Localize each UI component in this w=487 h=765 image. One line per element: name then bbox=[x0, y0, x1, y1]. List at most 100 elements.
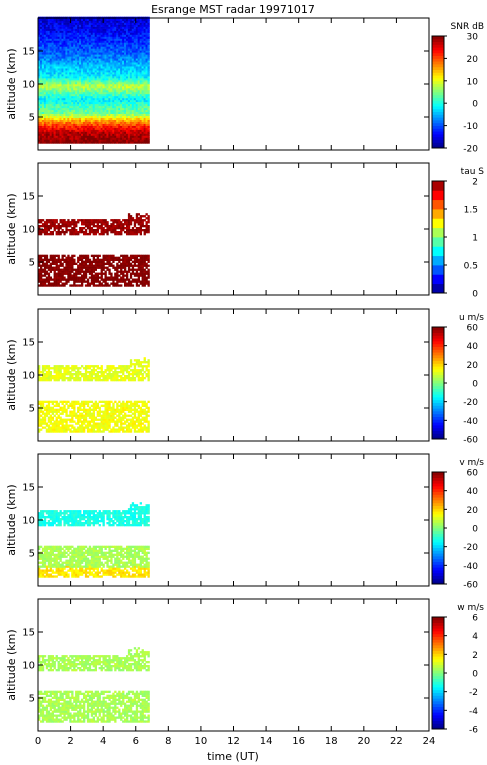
heatmap-cell bbox=[71, 70, 74, 73]
heatmap-cell bbox=[108, 127, 111, 130]
heatmap-cell bbox=[43, 373, 47, 376]
heatmap-cell bbox=[104, 93, 107, 97]
heatmap-cell bbox=[120, 40, 123, 43]
heatmap-cell bbox=[51, 74, 54, 77]
heatmap-cell bbox=[79, 99, 82, 103]
heatmap-cell bbox=[88, 91, 92, 95]
heatmap-cell bbox=[126, 52, 129, 55]
heatmap-cell bbox=[112, 123, 115, 126]
heatmap-cell bbox=[137, 276, 140, 279]
heatmap-cell bbox=[141, 91, 144, 95]
heatmap-cell bbox=[114, 36, 117, 39]
heatmap-cell bbox=[102, 70, 105, 73]
heatmap-cell bbox=[88, 115, 92, 118]
heatmap-cell bbox=[53, 268, 56, 271]
heatmap-cell bbox=[114, 225, 117, 228]
heatmap-cell bbox=[104, 274, 107, 277]
heatmap-cell bbox=[108, 34, 111, 37]
heatmap-cell bbox=[114, 268, 117, 271]
heatmap-cell bbox=[141, 272, 144, 275]
heatmap-cell bbox=[47, 68, 51, 71]
heatmap-cell bbox=[126, 231, 129, 234]
heatmap-cell bbox=[43, 34, 47, 37]
heatmap-cell bbox=[41, 262, 45, 265]
heatmap-cell bbox=[118, 54, 121, 57]
heatmap-cell bbox=[73, 107, 76, 111]
heatmap-cell bbox=[122, 58, 125, 61]
heatmap-cell bbox=[124, 56, 127, 59]
heatmap-cell bbox=[124, 227, 127, 230]
heatmap-cell bbox=[100, 270, 103, 273]
heatmap-cell bbox=[45, 91, 49, 95]
heatmap-cell bbox=[133, 58, 137, 61]
heatmap-cell bbox=[84, 68, 88, 71]
heatmap-cell bbox=[57, 76, 60, 79]
heatmap-cell bbox=[137, 80, 140, 83]
heatmap-cell bbox=[45, 221, 49, 224]
heatmap-cell bbox=[118, 26, 121, 29]
heatmap-cell bbox=[65, 107, 68, 111]
heatmap-cell bbox=[69, 109, 72, 112]
heatmap-cell bbox=[120, 227, 123, 230]
heatmap-cell bbox=[73, 86, 76, 89]
heatmap-cell bbox=[116, 284, 119, 287]
heatmap-cell bbox=[41, 78, 45, 81]
heatmap-cell bbox=[116, 54, 119, 57]
heatmap-cell bbox=[129, 24, 133, 27]
heatmap-cell bbox=[143, 89, 146, 93]
heatmap-cell bbox=[147, 131, 150, 134]
heatmap-cell bbox=[69, 44, 72, 47]
heatmap-cell bbox=[143, 86, 146, 89]
heatmap-cell bbox=[122, 22, 125, 25]
heatmap-cell bbox=[106, 78, 109, 81]
heatmap-cell bbox=[129, 127, 133, 130]
heatmap-cell bbox=[47, 42, 51, 45]
heatmap-cell bbox=[131, 42, 135, 45]
heatmap-cell bbox=[102, 107, 105, 111]
heatmap-cell bbox=[147, 64, 150, 67]
heatmap-cell bbox=[90, 129, 94, 132]
heatmap-cell bbox=[81, 227, 84, 230]
heatmap-cell bbox=[38, 66, 41, 69]
heatmap-cell bbox=[86, 103, 90, 107]
heatmap-cell bbox=[127, 78, 131, 81]
heatmap-cell bbox=[77, 231, 80, 234]
heatmap-cell bbox=[79, 84, 82, 87]
heatmap-cell bbox=[98, 123, 101, 126]
heatmap-cell bbox=[55, 141, 58, 144]
heatmap-cell bbox=[137, 26, 140, 29]
heatmap-cell bbox=[41, 46, 45, 49]
heatmap-cell bbox=[79, 284, 82, 287]
heatmap-cell bbox=[110, 225, 113, 228]
heatmap-cell bbox=[43, 365, 47, 368]
heatmap-cell bbox=[100, 105, 103, 109]
heatmap-cell bbox=[83, 129, 86, 132]
heatmap-cell bbox=[41, 38, 45, 41]
heatmap-cell bbox=[73, 268, 76, 271]
heatmap-cell bbox=[127, 213, 131, 216]
heatmap-cell bbox=[61, 86, 64, 89]
heatmap-cell bbox=[88, 32, 92, 35]
heatmap-cell bbox=[120, 76, 123, 79]
heatmap-cell bbox=[90, 131, 94, 134]
heatmap-cell bbox=[77, 270, 80, 273]
heatmap-cell bbox=[75, 70, 78, 73]
heatmap-cell bbox=[53, 62, 56, 65]
heatmap-cell bbox=[143, 93, 146, 97]
heatmap-cell bbox=[137, 60, 140, 63]
heatmap-cell bbox=[143, 258, 146, 261]
heatmap-cell bbox=[135, 88, 139, 91]
heatmap-cell bbox=[73, 20, 76, 23]
heatmap-cell bbox=[77, 123, 80, 126]
heatmap-cell bbox=[143, 56, 146, 59]
heatmap-cell bbox=[90, 66, 94, 69]
heatmap-cell bbox=[59, 91, 62, 95]
heatmap-cell bbox=[133, 121, 137, 124]
heatmap-cell bbox=[124, 86, 127, 89]
heatmap-cell bbox=[77, 93, 80, 97]
heatmap-cell bbox=[63, 82, 66, 85]
heatmap-cell bbox=[114, 115, 117, 118]
heatmap-cell bbox=[71, 22, 74, 25]
heatmap-cell bbox=[45, 103, 49, 107]
heatmap-cell bbox=[57, 133, 60, 136]
